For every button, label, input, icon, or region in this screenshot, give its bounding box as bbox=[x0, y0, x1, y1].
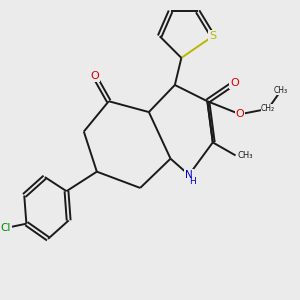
Text: CH₃: CH₃ bbox=[237, 151, 253, 160]
Text: H: H bbox=[189, 177, 196, 186]
Text: S: S bbox=[209, 31, 216, 41]
Text: O: O bbox=[90, 71, 99, 81]
Text: N: N bbox=[185, 170, 193, 180]
Text: O: O bbox=[236, 109, 244, 119]
Text: CH₂: CH₂ bbox=[261, 104, 275, 113]
Text: CH₃: CH₃ bbox=[274, 86, 288, 95]
Text: O: O bbox=[230, 78, 239, 88]
Text: Cl: Cl bbox=[1, 223, 11, 233]
